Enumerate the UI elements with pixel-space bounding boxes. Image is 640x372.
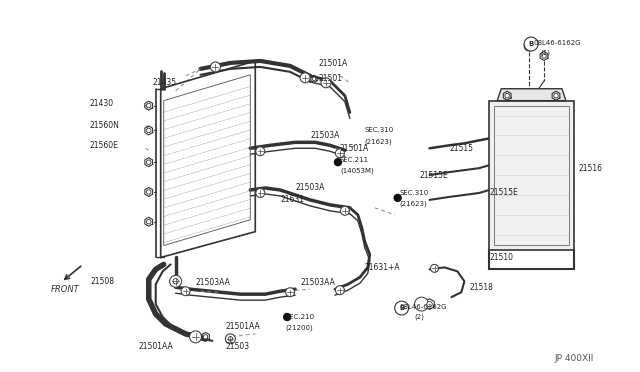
Circle shape [415,297,429,311]
Text: 21503: 21503 [225,342,250,351]
Circle shape [147,128,151,133]
Text: SEC.310: SEC.310 [365,128,394,134]
Text: 21501A: 21501A [318,60,348,68]
Circle shape [312,77,316,81]
Circle shape [147,160,151,164]
Text: SEC.210: SEC.210 [285,314,314,320]
Text: 21430: 21430 [89,99,113,108]
Text: 21560N: 21560N [89,121,119,130]
Text: 21631+A: 21631+A [365,263,401,272]
Circle shape [189,331,202,343]
Circle shape [321,78,331,88]
Circle shape [300,73,310,83]
Text: 21503AA: 21503AA [300,278,335,287]
Text: 08L46-6162G: 08L46-6162G [399,304,447,310]
Circle shape [147,219,151,224]
Polygon shape [489,101,574,250]
Circle shape [256,189,265,198]
Circle shape [335,159,341,166]
Text: 21503A: 21503A [295,183,324,192]
Circle shape [431,264,438,272]
Circle shape [285,288,294,296]
Text: B: B [399,305,404,311]
Circle shape [147,190,151,194]
Text: B: B [529,41,534,47]
Text: 21518: 21518 [469,283,493,292]
Text: 21503A: 21503A [310,131,339,140]
Text: SEC.211: SEC.211 [340,157,369,163]
Circle shape [147,103,151,108]
Circle shape [284,314,291,321]
Text: 21515: 21515 [449,144,474,153]
Text: 21510: 21510 [489,253,513,262]
Circle shape [340,206,349,215]
Text: (21623): (21623) [365,138,392,145]
Circle shape [395,301,408,315]
Text: 21516: 21516 [579,164,603,173]
Circle shape [204,335,208,339]
Text: 21560E: 21560E [89,141,118,150]
Text: SEC.310: SEC.310 [399,190,429,196]
Text: 21501AA: 21501AA [225,323,260,331]
Text: (1): (1) [540,50,550,56]
Circle shape [256,147,265,156]
Circle shape [170,275,182,287]
Circle shape [505,93,509,98]
Text: (21200): (21200) [285,325,313,331]
Text: (14053M): (14053M) [340,168,374,174]
Text: 21435: 21435 [153,78,177,87]
Text: 08L46-6162G: 08L46-6162G [533,40,580,46]
Text: 21503AA: 21503AA [196,278,230,287]
Circle shape [228,337,232,341]
Text: JP 400XII: JP 400XII [554,354,593,363]
Circle shape [225,334,236,344]
Circle shape [181,287,190,296]
Text: FRONT: FRONT [51,285,80,294]
Circle shape [211,62,220,72]
Circle shape [524,41,534,51]
Text: 21501A: 21501A [340,144,369,153]
Circle shape [394,195,401,201]
Circle shape [554,93,558,98]
Circle shape [427,301,432,307]
Text: 21515E: 21515E [420,171,448,180]
Circle shape [542,54,547,58]
Circle shape [173,279,179,284]
Text: 21508: 21508 [91,277,115,286]
Polygon shape [497,89,566,101]
Text: 21501: 21501 [318,74,342,83]
Text: 21631: 21631 [280,195,304,204]
Circle shape [335,149,344,158]
Circle shape [524,37,538,51]
Text: (21623): (21623) [399,201,428,207]
Circle shape [335,286,344,295]
Text: 21501AA: 21501AA [139,342,173,351]
Text: 21515E: 21515E [489,189,518,198]
Text: (2): (2) [415,314,424,320]
